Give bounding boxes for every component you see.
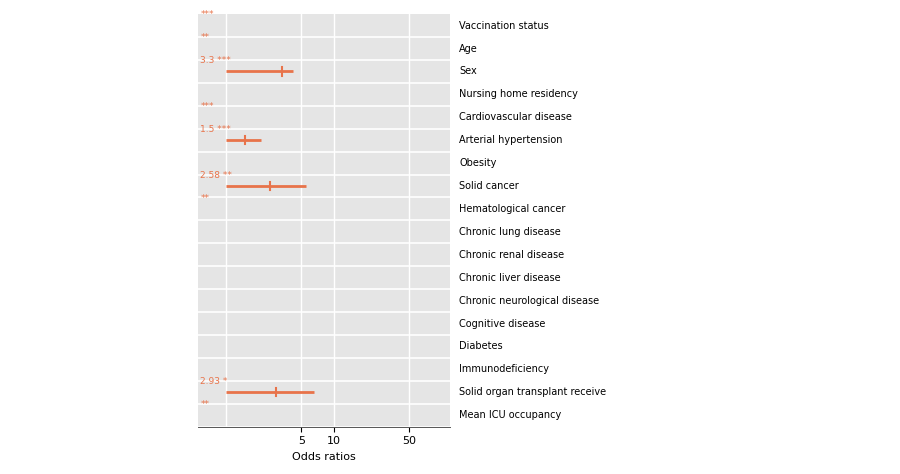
Text: Immunodeficiency: Immunodeficiency [459,365,549,374]
X-axis label: Odds ratios: Odds ratios [292,452,356,462]
Text: 2.58 **: 2.58 ** [201,171,232,180]
Text: ***: *** [201,102,214,111]
Text: Arterial hypertension: Arterial hypertension [459,135,562,145]
Text: 2.93 *: 2.93 * [201,377,228,386]
Text: ***: *** [201,10,214,19]
Text: Diabetes: Diabetes [459,341,502,351]
Text: **: ** [201,400,210,409]
Text: Chronic liver disease: Chronic liver disease [459,273,561,283]
Text: Cardiovascular disease: Cardiovascular disease [459,112,572,122]
Text: Chronic lung disease: Chronic lung disease [459,227,561,237]
Text: Chronic renal disease: Chronic renal disease [459,250,564,260]
Text: Solid cancer: Solid cancer [459,181,518,191]
Text: 3.3 ***: 3.3 *** [201,56,231,65]
Text: **: ** [201,33,210,42]
Text: Chronic neurological disease: Chronic neurological disease [459,296,599,306]
Text: Hematological cancer: Hematological cancer [459,204,565,214]
Text: Nursing home residency: Nursing home residency [459,90,578,100]
Text: Mean ICU occupancy: Mean ICU occupancy [459,410,562,420]
Text: Cognitive disease: Cognitive disease [459,319,545,328]
Text: 1.5 ***: 1.5 *** [201,125,231,134]
Text: **: ** [201,193,210,202]
Text: Sex: Sex [459,66,477,76]
Text: Age: Age [459,44,478,54]
Text: Solid organ transplant receive: Solid organ transplant receive [459,387,606,397]
Text: Obesity: Obesity [459,158,497,168]
Text: Vaccination status: Vaccination status [459,21,549,31]
